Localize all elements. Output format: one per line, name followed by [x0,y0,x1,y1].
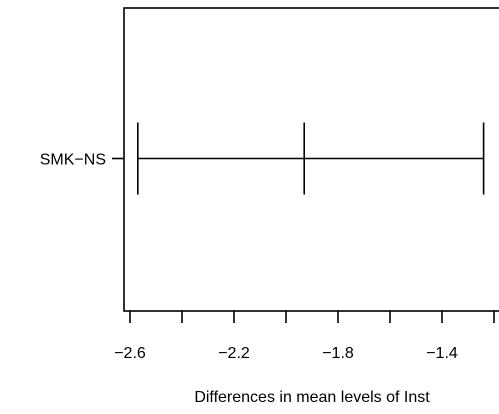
y-tick-label: SMK−NS [40,152,106,169]
x-tick-label: −1.4 [426,345,458,362]
y-axis: SMK−NS [40,152,124,169]
x-tick-label: −1.8 [322,345,354,362]
interval-item [137,122,485,195]
x-axis-label: Differences in mean levels of Inst [194,389,430,406]
x-tick-label: −2.6 [114,345,146,362]
plot-frame [123,7,499,312]
x-axis: −2.6 −2.2 −1.8 −1.4 [114,311,495,362]
x-tick-label: −2.2 [218,345,250,362]
interval-series [137,122,485,195]
